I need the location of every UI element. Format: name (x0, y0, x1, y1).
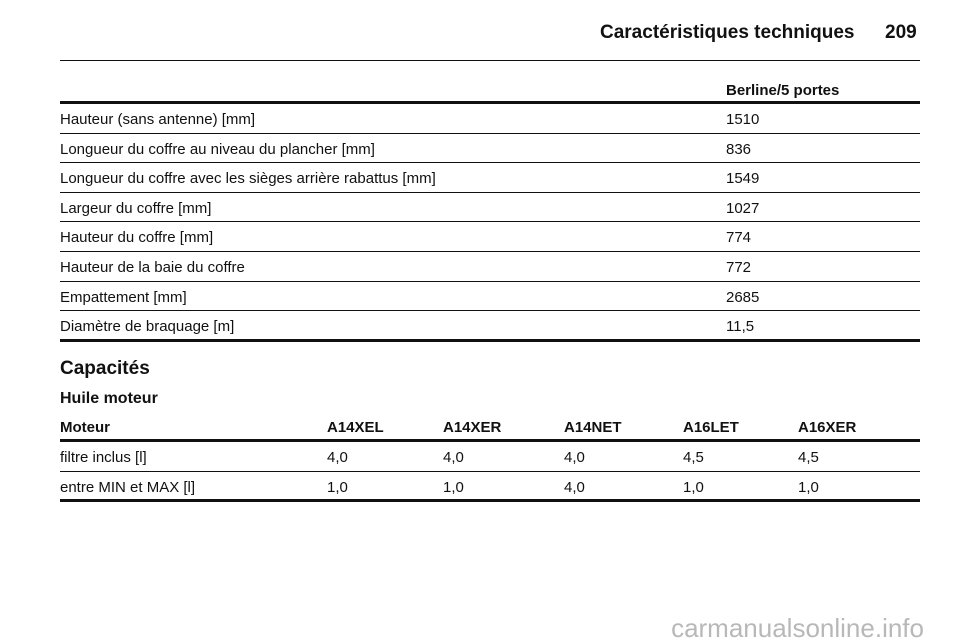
row-rule (60, 310, 920, 312)
page-number: 209 (885, 22, 917, 43)
row-rule (60, 191, 920, 193)
row-value: 11,5 (726, 318, 755, 336)
section-title: Capacités (60, 358, 150, 379)
cell-value: 1,0 (798, 478, 819, 496)
row-label: Longueur du coffre avec les sièges arriè… (60, 170, 436, 188)
row-label: Empattement [mm] (60, 288, 187, 306)
row-label: filtre inclus [l] (60, 449, 147, 466)
cell-value: 4,0 (327, 449, 348, 466)
header-title: Caractéristiques techniques (600, 22, 855, 43)
row-value: 1027 (726, 199, 760, 217)
column-header: A16XER (798, 419, 857, 436)
table-rule (60, 338, 920, 342)
row-rule (60, 221, 920, 223)
row-value: 836 (726, 140, 752, 158)
row-rule (60, 470, 920, 472)
column-header: A14XEL (327, 419, 384, 436)
column-header: A14NET (564, 419, 622, 436)
row-label: Hauteur de la baie du coffre (60, 259, 245, 276)
column-header: Moteur (60, 419, 110, 436)
row-label: Hauteur (sans antenne) [mm] (60, 111, 256, 128)
cell-value: 1,0 (683, 478, 704, 496)
row-value: 1510 (726, 111, 760, 128)
row-value: 772 (726, 259, 752, 276)
row-rule (60, 251, 920, 252)
row-rule (60, 280, 920, 282)
cell-value: 4,5 (798, 449, 819, 466)
table-rule (60, 101, 920, 104)
cell-value: 4,0 (443, 449, 464, 466)
column-header: Berline/5 portes (726, 82, 840, 99)
cell-value: 4,0 (564, 449, 585, 466)
cell-value: 1,0 (443, 478, 464, 496)
row-label: Longueur du coffre au niveau du plancher… (60, 140, 375, 158)
table-rule (60, 439, 920, 442)
row-value: 1549 (726, 170, 760, 188)
column-header: A16LET (683, 419, 739, 436)
row-rule (60, 132, 920, 134)
watermark: carmanualsonline.info (671, 613, 924, 642)
row-rule (60, 162, 920, 164)
row-value: 2685 (726, 288, 760, 306)
cell-value: 1,0 (327, 478, 348, 496)
cell-value: 4,0 (564, 478, 585, 496)
column-header: A14XER (443, 419, 502, 436)
table-rule (60, 499, 920, 503)
row-label: Hauteur du coffre [mm] (60, 229, 214, 247)
cell-value: 4,5 (683, 449, 704, 466)
section-subtitle: Huile moteur (60, 390, 158, 407)
row-value: 774 (726, 229, 752, 247)
header-rule (60, 60, 920, 61)
row-label: Largeur du coffre [mm] (60, 199, 212, 217)
row-label: entre MIN et MAX [l] (60, 478, 196, 496)
row-label: Diamètre de braquage [m] (60, 318, 235, 336)
